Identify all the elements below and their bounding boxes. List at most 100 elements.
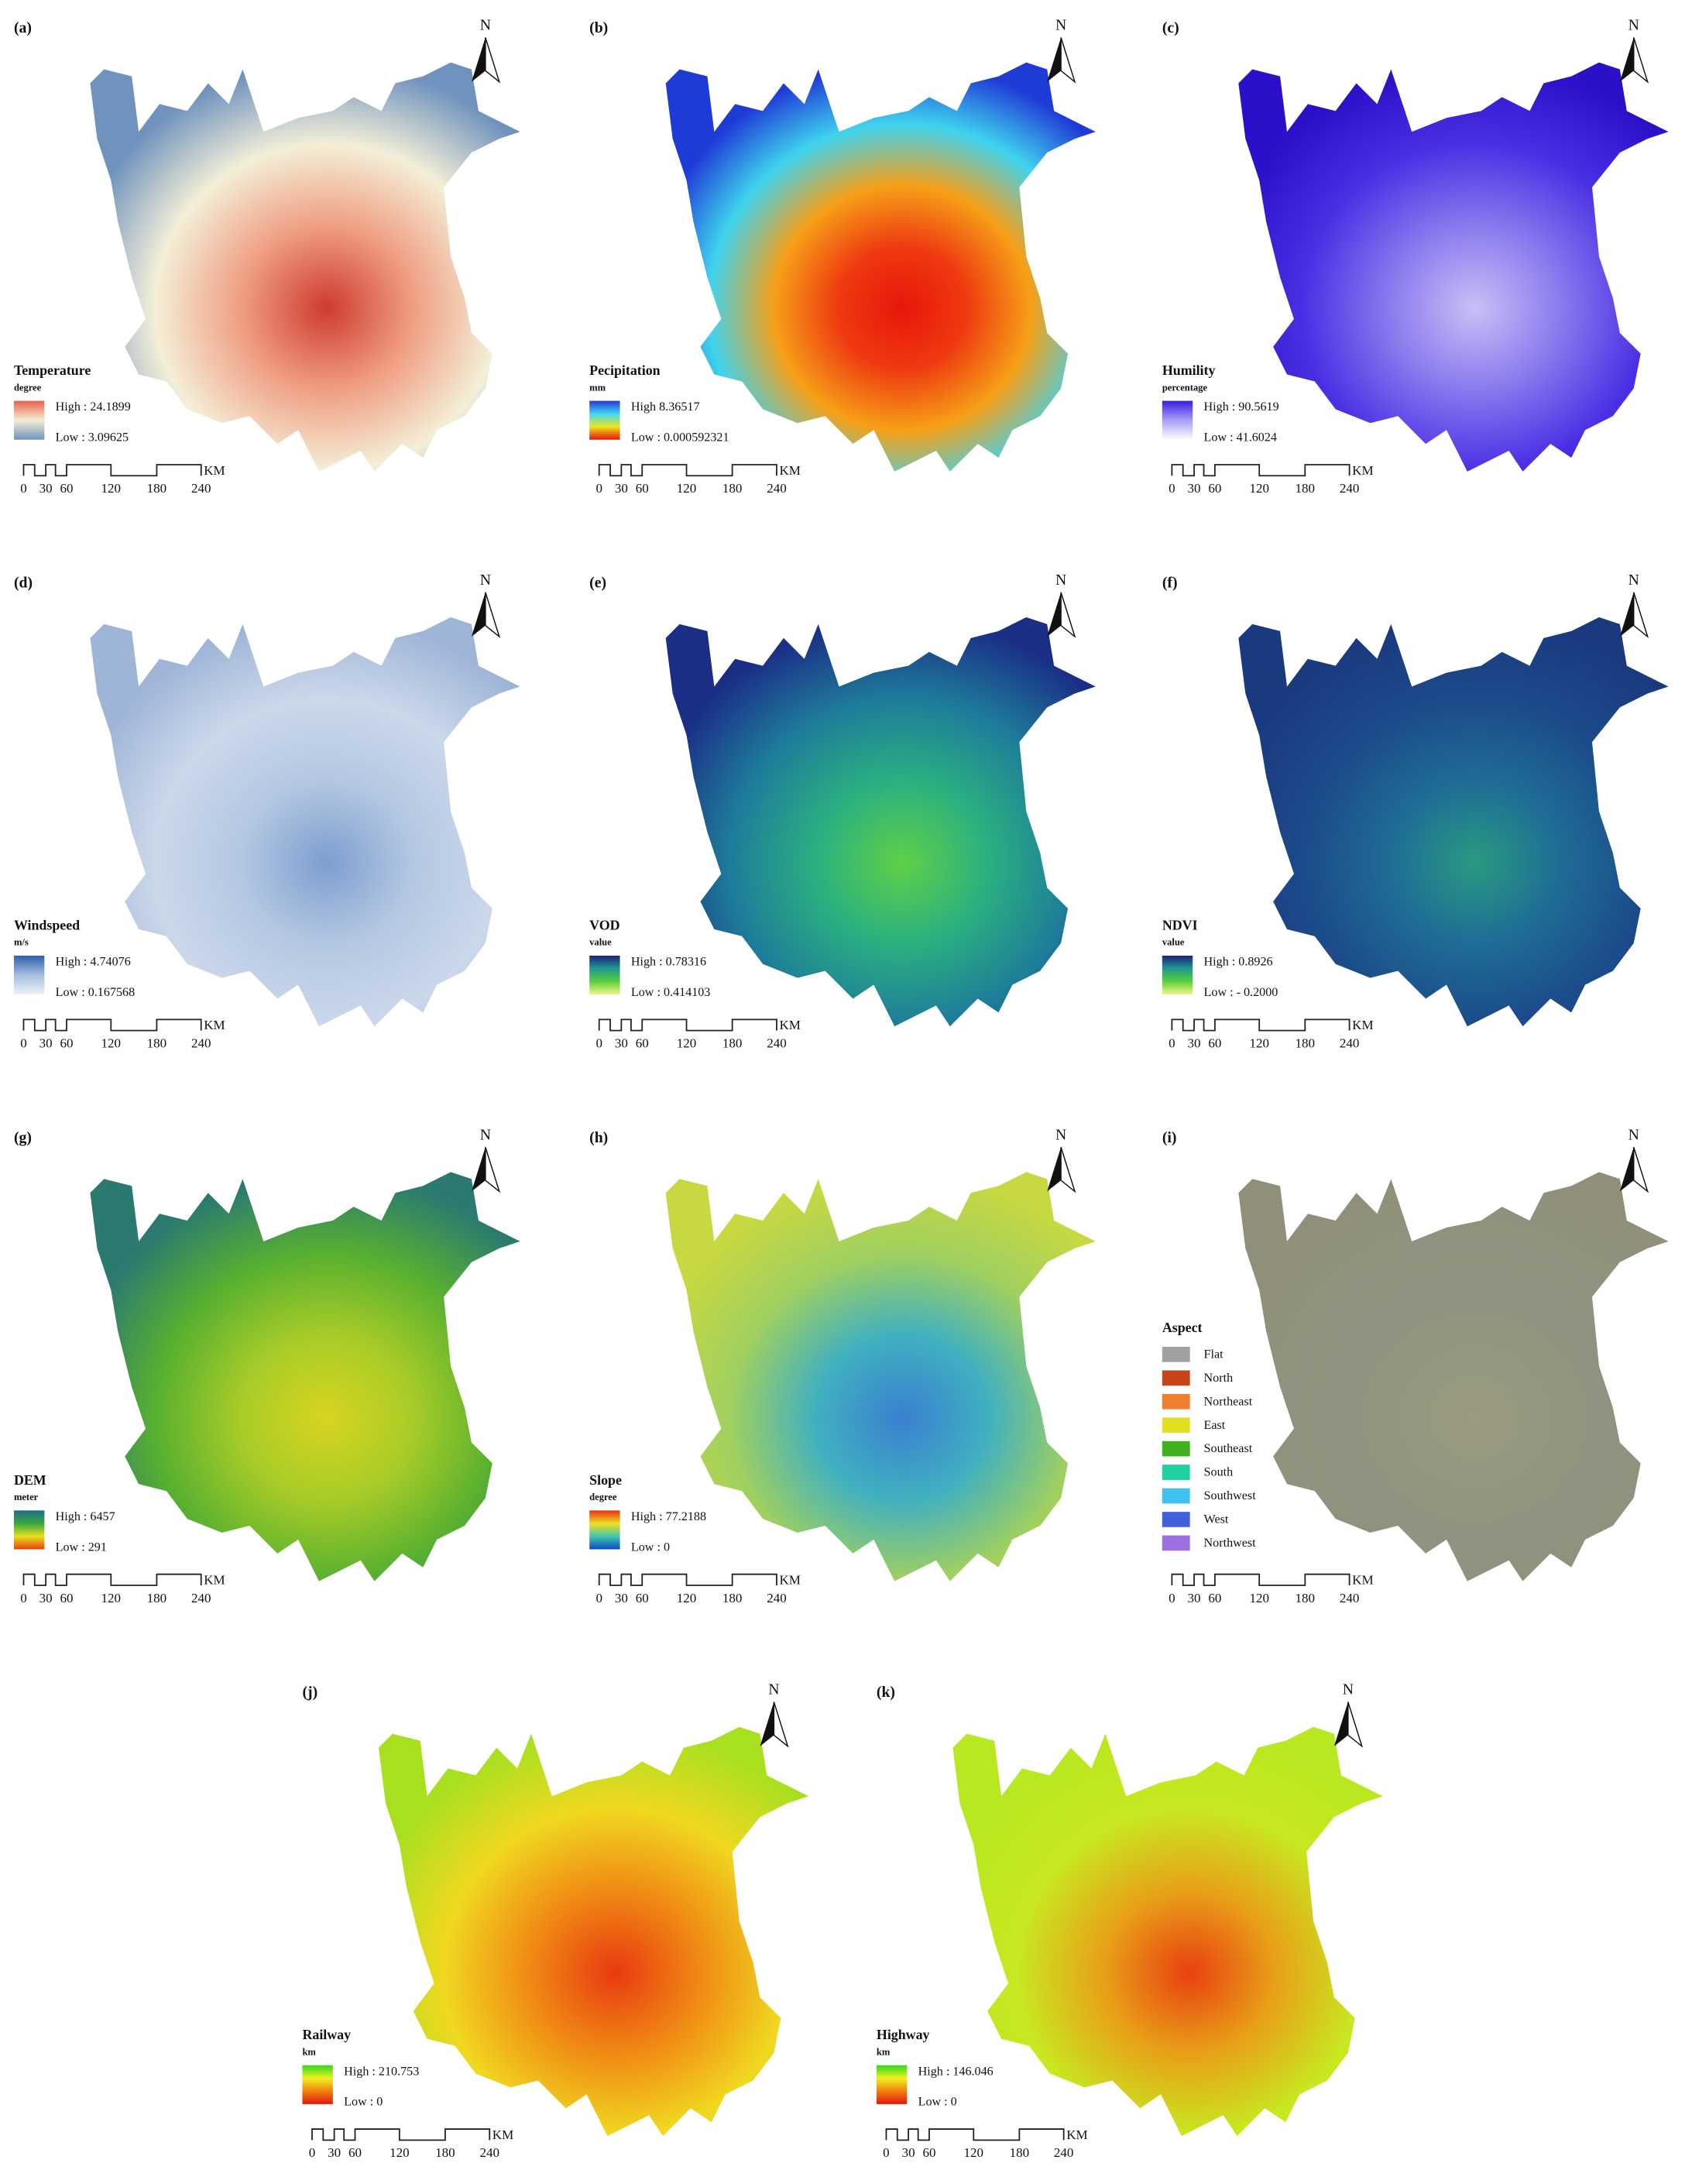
map-panel: (b) N Pecipitation mm High 8.36517 Low : 0.00… — [589, 17, 1096, 496]
region-map — [1238, 1172, 1669, 1581]
scale-tick-label: 0 — [883, 2145, 890, 2160]
legend-low: Low : 0 — [631, 1540, 670, 1554]
scale-tick-label: 120 — [677, 481, 697, 496]
north-label: N — [1629, 17, 1639, 34]
north-arrow — [485, 1146, 501, 1193]
scale-bar — [1171, 464, 1351, 477]
north-label: N — [1629, 1126, 1639, 1143]
legend-low: Low : 0 — [918, 2096, 957, 2109]
scale-tick-label: 60 — [636, 1591, 649, 1605]
legend-title: Aspect — [1162, 1320, 1203, 1335]
north-label: N — [1055, 1126, 1066, 1143]
north-arrow — [1619, 1147, 1634, 1192]
scale-tick-label: 120 — [101, 481, 122, 496]
north-arrow — [1060, 1146, 1076, 1193]
north-label: N — [1055, 572, 1066, 589]
legend-low: Low : 3.09625 — [56, 431, 129, 445]
scale-tick-label: 30 — [615, 1035, 628, 1050]
scale-tick-label: 180 — [1296, 1591, 1316, 1605]
scale-tick-label: 60 — [1208, 1035, 1221, 1050]
panel-label: (h) — [589, 1129, 608, 1146]
north-arrow — [1619, 592, 1634, 637]
scale-tick-label: 60 — [60, 1035, 73, 1050]
legend-unit: value — [1162, 937, 1185, 948]
panel-label: (d) — [14, 574, 33, 591]
region-map — [665, 1172, 1096, 1581]
legend-item: Southwest — [1204, 1489, 1257, 1502]
scale-tick-label: 30 — [902, 2145, 915, 2160]
region-map — [665, 62, 1096, 472]
north-arrow — [1047, 1147, 1062, 1192]
scale-tick-label: 240 — [767, 1591, 787, 1605]
scale-tick-label: 60 — [636, 1035, 649, 1050]
panel-label: (e) — [589, 574, 606, 591]
legend-unit: mm — [589, 382, 606, 393]
north-arrow — [760, 1702, 774, 1746]
legend-title: Windspeed — [14, 917, 80, 932]
legend-title: Slope — [589, 1472, 622, 1488]
north-arrow — [471, 37, 486, 82]
legend-high: High : 4.74076 — [56, 956, 131, 969]
scale-tick-label: 180 — [435, 2145, 455, 2160]
scale-tick-label: 30 — [1188, 1591, 1201, 1605]
map-panel: (f) N NDVI value High : 0.8926 Low : - 0.2000… — [1162, 572, 1669, 1050]
region-map — [378, 1726, 809, 2137]
north-label: N — [480, 17, 491, 34]
scale-tick-label: 120 — [101, 1035, 122, 1050]
scale-tick-label: 60 — [60, 1591, 73, 1605]
legend-swatch — [1162, 1370, 1190, 1386]
legend-high: High : 0.8926 — [1204, 956, 1273, 969]
north-arrow — [1633, 1146, 1649, 1193]
scale-bar — [1171, 1573, 1351, 1586]
scale-unit: KM — [492, 2127, 513, 2142]
scale-tick-label: 0 — [1169, 1035, 1175, 1050]
scale-bar — [22, 1018, 202, 1032]
legend-title: VOD — [589, 917, 619, 932]
legend-ramp — [1162, 955, 1193, 995]
map-panel: (e) N VOD value High : 0.78316 Low : 0.414103… — [589, 572, 1096, 1050]
legend-unit: degree — [14, 382, 42, 393]
scale-unit: KM — [204, 1573, 225, 1588]
scale-tick-label: 30 — [1188, 481, 1201, 496]
panel-label: (g) — [14, 1129, 32, 1146]
legend-title: NDVI — [1162, 917, 1198, 932]
scale-tick-label: 60 — [1208, 1591, 1221, 1605]
region-map — [665, 616, 1096, 1027]
legend-low: Low : 41.6024 — [1204, 431, 1277, 445]
legend-unit: km — [302, 2046, 316, 2057]
scale-unit: KM — [780, 463, 801, 478]
legend-item: North — [1204, 1372, 1234, 1385]
map-panel: (d) N Windspeed m/s High : 4.74076 Low : 0.16… — [13, 572, 520, 1050]
legend-unit: value — [589, 937, 612, 948]
map-panel: (a) N Temperature degree High : 24.1899 Low :… — [13, 17, 520, 496]
scale-tick-label: 180 — [1296, 481, 1316, 496]
legend-swatch — [1162, 1488, 1190, 1504]
north-arrow — [1047, 592, 1062, 637]
legend-swatch — [1162, 1393, 1190, 1410]
north-label: N — [1343, 1681, 1354, 1698]
scale-tick-label: 60 — [636, 481, 649, 496]
north-label: N — [768, 1681, 779, 1698]
scale-tick-label: 60 — [1208, 481, 1221, 496]
legend-low: Low : 0.167568 — [56, 986, 135, 999]
scale-tick-label: 0 — [1169, 1591, 1175, 1605]
region-map — [1238, 616, 1669, 1027]
panel-label: (f) — [1162, 574, 1178, 591]
scale-bar — [22, 1573, 202, 1586]
legend-ramp — [589, 1510, 620, 1550]
scale-tick-label: 240 — [1340, 1591, 1360, 1605]
scale-tick-label: 30 — [1188, 1035, 1201, 1050]
legend-high: High : 0.78316 — [631, 956, 706, 969]
panel-label: (a) — [14, 19, 32, 36]
region-map — [90, 616, 520, 1027]
scale-bar — [598, 1573, 777, 1586]
legend-ramp — [1162, 400, 1193, 440]
legend-item: Southeast — [1204, 1442, 1253, 1455]
scale-tick-label: 180 — [1010, 2145, 1030, 2160]
legend-title: Pecipitation — [589, 362, 660, 378]
scale-tick-label: 60 — [922, 2145, 935, 2160]
north-arrow — [1060, 37, 1076, 84]
